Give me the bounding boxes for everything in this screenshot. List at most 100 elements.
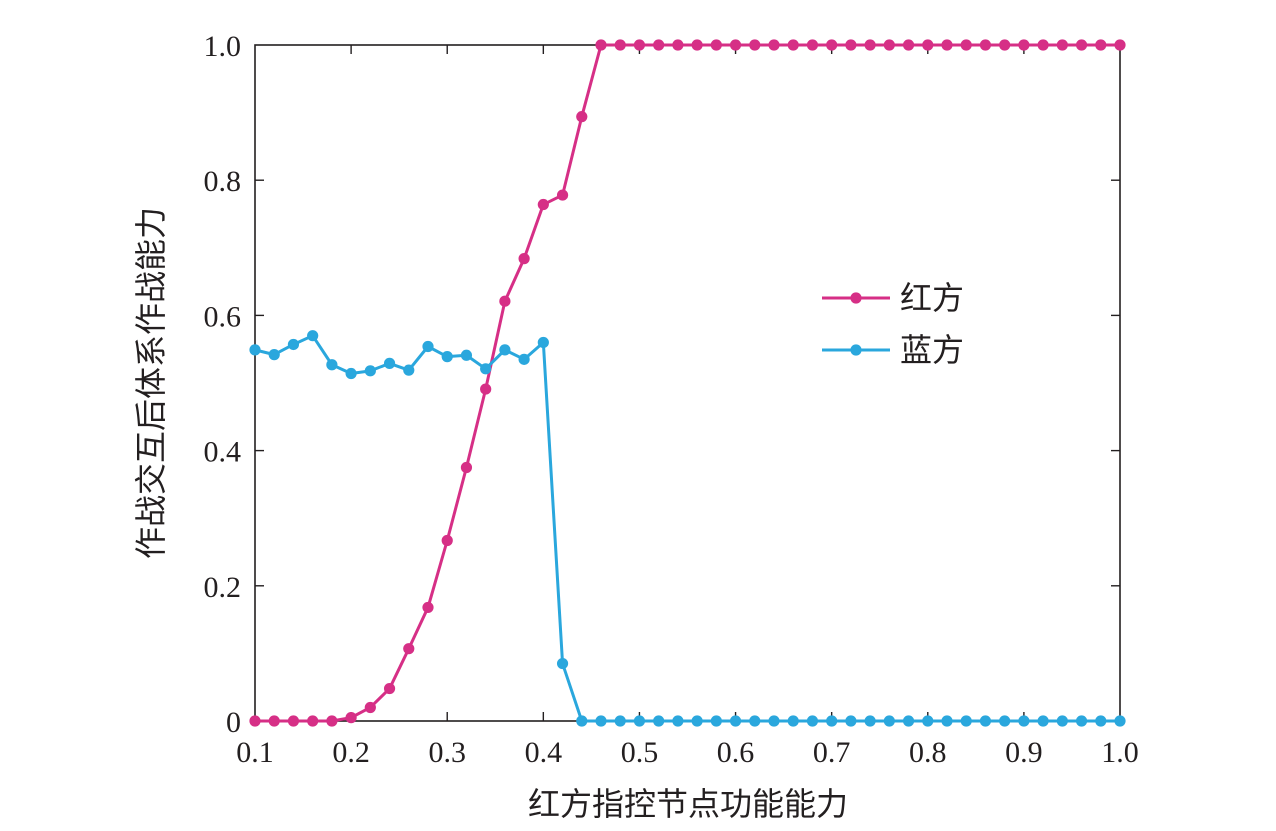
data-point (672, 715, 684, 727)
data-point (902, 715, 915, 727)
data-point (1114, 39, 1126, 51)
data-point (826, 715, 838, 727)
y-axis-label: 作战交互后体系作战能力 (132, 207, 170, 559)
data-point (364, 365, 376, 377)
data-point (480, 363, 492, 375)
data-point (576, 111, 588, 123)
data-point (556, 189, 569, 201)
data-point (653, 39, 665, 51)
data-point (979, 715, 992, 727)
data-point (941, 715, 953, 727)
x-tick-label: 0.3 (428, 736, 466, 769)
data-point (518, 253, 530, 265)
data-point (614, 715, 626, 727)
data-point (1095, 39, 1107, 51)
x-tick-label: 0.7 (813, 736, 851, 769)
data-point (1018, 39, 1030, 51)
data-point (999, 39, 1011, 51)
data-point (1095, 715, 1107, 727)
data-point (787, 39, 799, 51)
legend-label: 蓝方 (900, 331, 964, 369)
data-point (922, 39, 934, 51)
data-point (1037, 715, 1049, 727)
data-point (499, 295, 511, 307)
data-point (326, 359, 338, 371)
y-tick-label: 1.0 (204, 30, 242, 63)
data-point (287, 338, 300, 351)
x-tick-label: 0.5 (621, 736, 659, 769)
series-red (249, 39, 1126, 727)
plot-frame (254, 44, 1121, 722)
data-point (979, 39, 992, 51)
x-tick-label: 0.4 (525, 736, 563, 769)
x-tick-label: 0.8 (909, 736, 947, 769)
data-point (537, 336, 549, 349)
data-point (383, 682, 396, 695)
data-point (518, 353, 530, 365)
data-point (729, 715, 742, 727)
data-point (1075, 39, 1088, 51)
data-point (749, 39, 761, 51)
data-point (422, 340, 434, 353)
data-point (787, 715, 799, 727)
data-point (403, 364, 415, 376)
data-point (710, 715, 722, 727)
data-point (480, 383, 492, 395)
y-tick-label: 0.4 (204, 436, 242, 469)
data-point (326, 715, 338, 727)
data-point (1018, 715, 1030, 727)
data-point (1056, 715, 1068, 727)
legend-item: 红方 (822, 279, 964, 317)
data-point (287, 715, 300, 727)
data-point (499, 344, 511, 356)
data-point (595, 715, 607, 727)
y-tick-label: 0 (226, 706, 241, 739)
x-tick-label: 0.9 (1005, 736, 1043, 769)
data-point (883, 39, 895, 51)
data-point (768, 715, 780, 727)
y-tick-label: 0.2 (204, 571, 242, 604)
series-blue (249, 330, 1126, 727)
data-point (845, 39, 857, 51)
data-point (441, 534, 453, 547)
y-tick-label: 0.6 (204, 300, 242, 333)
x-axis-label: 红方指控节点功能能力 (528, 785, 848, 823)
data-point (422, 601, 434, 614)
data-point (383, 357, 396, 369)
data-point (595, 39, 607, 51)
data-point (268, 715, 280, 727)
data-point (441, 351, 453, 363)
data-point (691, 39, 703, 51)
data-point (1056, 39, 1068, 51)
data-point (576, 715, 588, 727)
data-point (1075, 715, 1088, 727)
data-point (691, 715, 703, 727)
data-point (268, 349, 280, 361)
data-point (672, 39, 684, 51)
data-point (249, 344, 261, 356)
data-point (826, 39, 838, 51)
data-point (845, 715, 857, 727)
data-point (749, 715, 761, 727)
data-point (941, 39, 953, 51)
data-point (1114, 715, 1126, 727)
legend-marker (850, 344, 862, 356)
data-point (806, 715, 819, 727)
legend-marker (850, 292, 862, 304)
data-point (710, 39, 722, 51)
data-point (806, 39, 819, 51)
data-point (902, 39, 915, 51)
data-point (537, 198, 549, 211)
data-point (864, 39, 876, 51)
data-point (633, 715, 646, 727)
data-point (729, 39, 742, 51)
data-point (364, 701, 376, 714)
data-point (556, 657, 569, 670)
data-point (633, 39, 646, 51)
series-line (255, 43, 1120, 723)
x-tick-label: 0.1 (236, 736, 274, 769)
legend-label: 红方 (900, 279, 964, 317)
data-point (403, 643, 415, 655)
data-point (345, 712, 357, 724)
